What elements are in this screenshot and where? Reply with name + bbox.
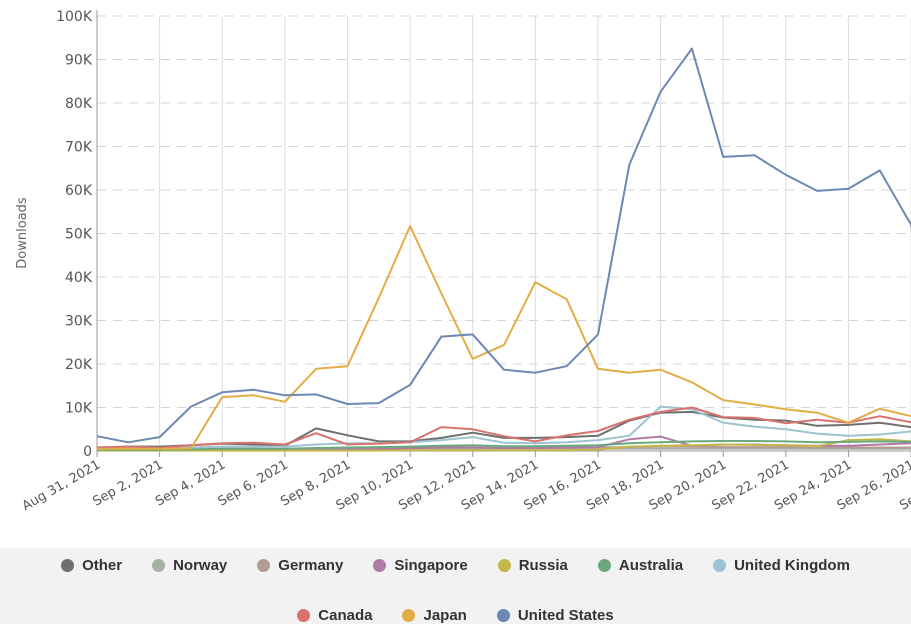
legend-item-japan[interactable]: Japan [402,607,467,624]
legend-swatch-icon [257,559,271,572]
legend-item-united-states[interactable]: United States [496,607,614,624]
legend-label: Canada [318,607,373,624]
y-tick-label: 90K [65,53,93,69]
legend-label: Norway [173,557,228,574]
x-tick-label: Aug 31, 2021 [20,457,103,514]
legend-swatch-icon [597,559,611,572]
legend: Other Norway Germany Singapore Russia Austral… [0,553,911,624]
y-tick-label: 0 [83,444,92,460]
legend-label: Australia [618,557,684,574]
line-chart: 0 10K 20K 30K 40K 50K 60K 70K 80K 90K 100K Aug 31, … [15,9,911,514]
legend-label: Other [82,557,123,574]
y-tick-label: 50K [65,227,93,243]
legend-item-russia[interactable]: Russia [497,557,568,574]
legend-swatch-icon [713,559,727,572]
legend-row: Other Norway Germany Singapore Russia Austral… [0,557,911,574]
legend-item-other[interactable]: Other [61,557,122,574]
legend-item-germany[interactable]: Germany [257,557,343,574]
series-line-russia [97,438,911,452]
legend-swatch-icon [402,609,416,622]
y-axis-title: Downloads [15,197,30,269]
y-tick-label: 80K [65,96,93,112]
series-line-united-states [96,47,911,444]
series-line-canada [96,406,911,449]
legend-label: Japan [423,607,467,624]
legend-label: Germany [278,557,344,574]
legend-label: United States [517,607,614,624]
series-line-united-kingdom [96,405,911,450]
legend-label: United Kingdom [734,557,850,574]
legend-label: Russia [518,557,568,574]
y-tick-label: 30K [65,314,93,330]
y-tick-label: 40K [65,270,93,286]
legend-swatch-icon [497,559,511,572]
y-tick-label: 20K [65,357,93,373]
y-tick-label: 10K [65,401,93,417]
legend-swatch-icon [61,559,75,572]
series-line-japan [97,225,911,450]
x-tick-label: Sep 2, 2021 [90,457,165,509]
y-tick-label: 60K [65,183,93,199]
legend-swatch-icon [297,609,311,622]
legend-row: Canada Japan United States [0,607,911,624]
chart-area: 0 10K 20K 30K 40K 50K 60K 70K 80K 90K 100K Aug 31, … [0,0,911,548]
series-line-australia [97,440,911,451]
legend-item-united-kingdom[interactable]: United Kingdom [713,557,850,574]
legend-item-singapore[interactable]: Singapore [373,557,468,574]
y-tick-label: 100K [56,9,93,25]
legend-swatch-icon [152,559,166,572]
legend-swatch-icon [373,559,387,572]
y-tick-label: 70K [65,140,93,156]
legend-item-australia[interactable]: Australia [597,557,684,574]
legend-item-norway[interactable]: Norway [152,557,227,574]
x-tick-label: Sep 4, 2021 [153,457,228,509]
legend-swatch-icon [496,609,510,622]
x-tick-label: Sep 6, 2021 [216,457,291,509]
legend-label: Singapore [394,557,468,574]
legend-item-canada[interactable]: Canada [297,607,372,624]
